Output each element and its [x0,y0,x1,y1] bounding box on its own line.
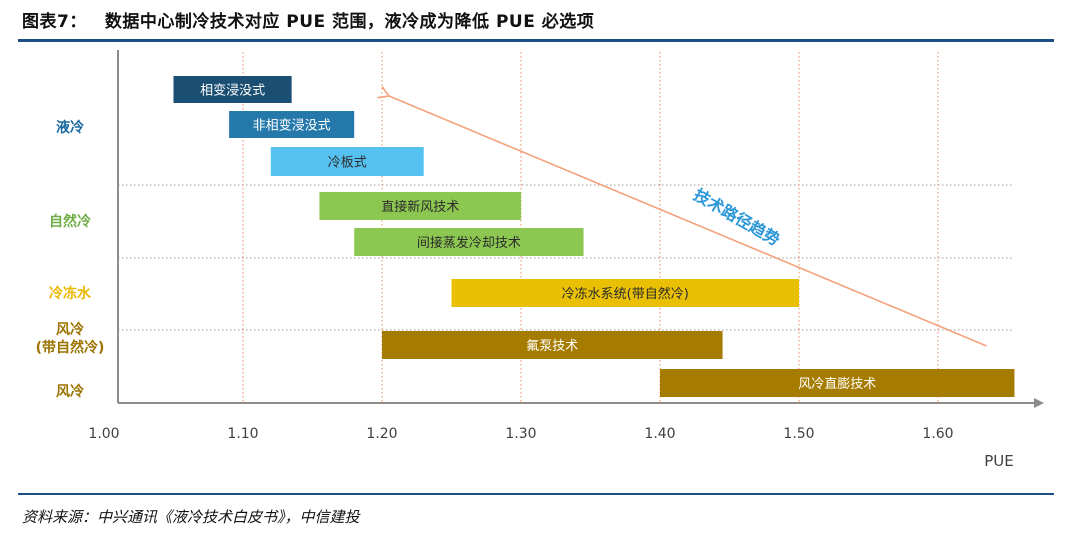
bar-label: 风冷直膨技术 [798,377,876,392]
x-tick-label: 1.60 [922,426,953,442]
bar-label: 间接蒸发冷却技术 [417,235,521,251]
bar-label: 氟泵技术 [526,339,578,354]
top-rule [18,39,1054,42]
bar-label: 相变浸没式 [200,83,265,99]
category-label: 风冷 [56,383,84,400]
figure-label: 图表7： [22,12,87,32]
category-label: (带自然冷) [36,339,105,356]
x-tick-label: 1.30 [505,426,536,442]
source-note: 资料来源：中兴通讯《液冷技术白皮书》，中信建投 [22,508,360,526]
x-axis-title: PUE [984,452,1014,470]
bar-5 [354,228,584,256]
x-tick-label: 1.50 [783,426,814,442]
x-tick-label: 1.10 [227,426,258,442]
x-tick-label: 1.20 [366,426,397,442]
bar-label: 冷冻水系统(带自然冷) [562,286,689,302]
bar-4 [319,192,521,220]
bar-6 [451,279,799,307]
trend-annotation-label: 技术路径趋势 [690,185,783,249]
bar-label: 直接新风技术 [381,199,459,215]
category-label: 冷冻水 [49,285,92,302]
figure-title: 图表7： 数据中心制冷技术对应 PUE 范围，液冷成为降低 PUE 必选项 [22,7,594,32]
category-label: 风冷 [56,321,84,338]
bar-3 [270,147,424,176]
bar-label: 冷板式 [328,156,367,171]
figure-title-text: 数据中心制冷技术对应 PUE 范围，液冷成为降低 PUE 必选项 [104,12,595,32]
trend-arrow [377,86,987,347]
x-tick-label: 1.40 [644,426,675,442]
bar-7 [382,331,723,359]
bar-label: 非相变浸没式 [253,118,331,134]
bar-8 [660,369,1015,397]
bar-1 [173,76,292,103]
x-tick-label: 1.00 [88,426,119,442]
bar-2 [229,111,355,138]
category-label: 自然冷 [49,213,91,230]
category-label: 液冷 [56,119,84,136]
bottom-rule [18,493,1054,495]
